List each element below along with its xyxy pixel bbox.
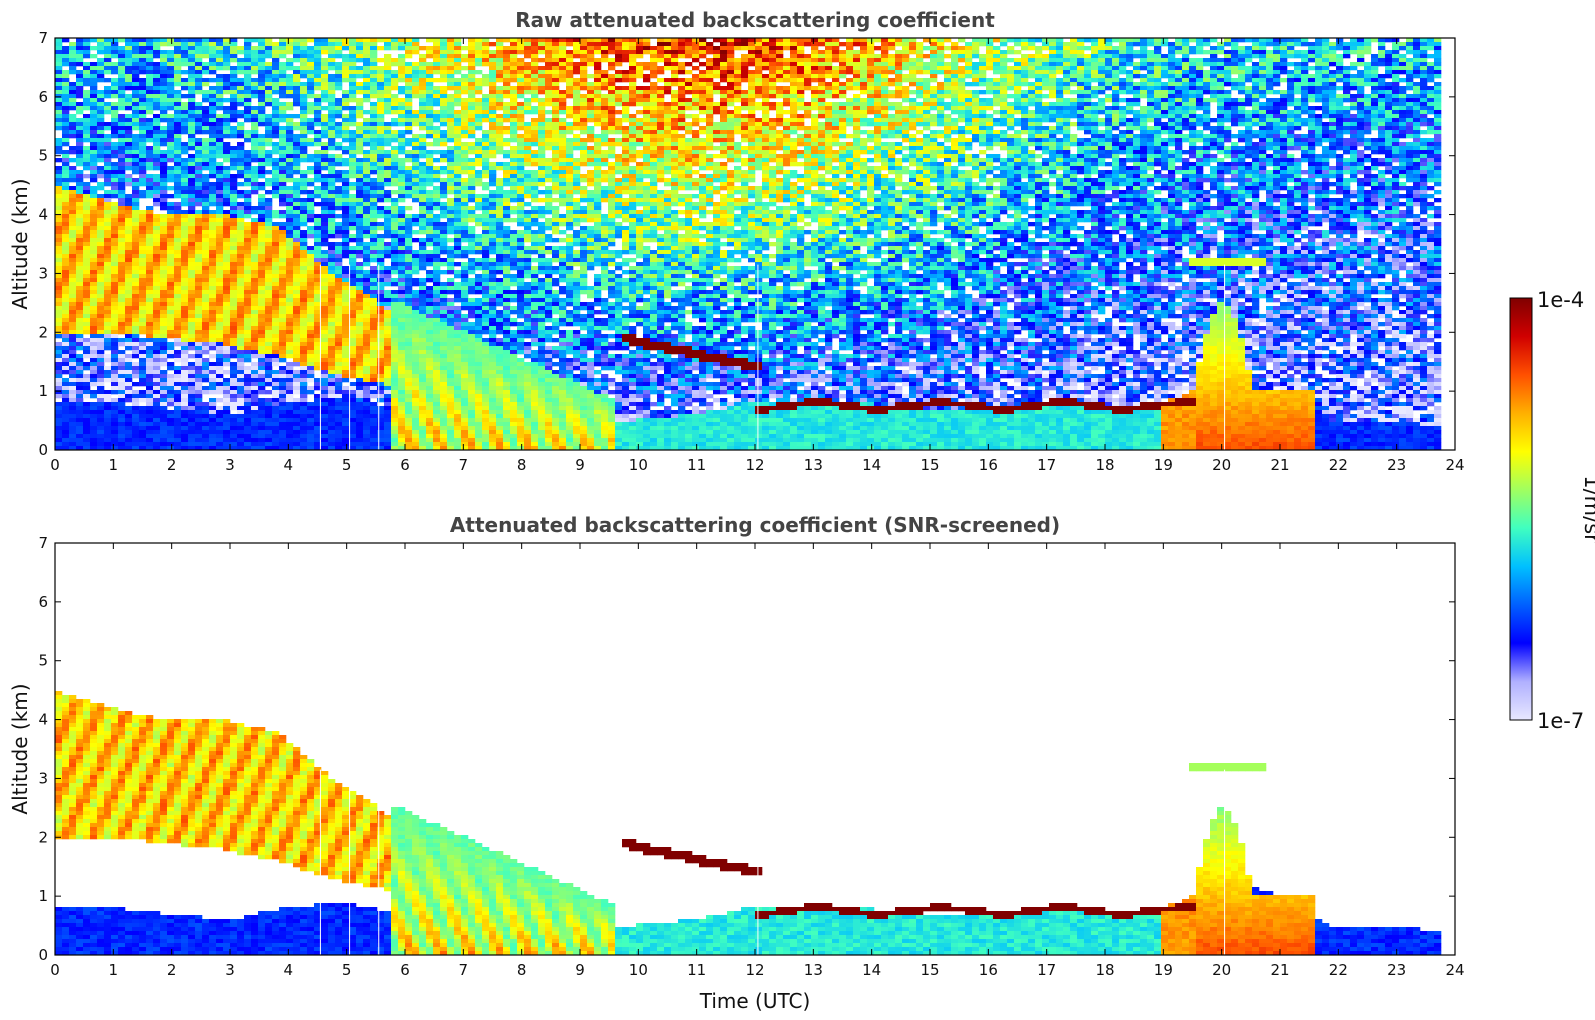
- x-tick-label: 7: [459, 961, 469, 979]
- x-tick-label: 18: [1095, 961, 1114, 979]
- y-tick-label: 1: [38, 887, 48, 905]
- x-tick-label: 10: [629, 456, 648, 474]
- x-tick-label: 11: [687, 456, 706, 474]
- x-tick-label: 24: [1445, 456, 1464, 474]
- y-tick-label: 2: [38, 323, 48, 341]
- x-tick-label: 20: [1212, 456, 1231, 474]
- raw-panel-title: Raw attenuated backscattering coefficien…: [515, 8, 995, 32]
- screened-heatmap: [55, 691, 1441, 955]
- x-tick-label: 20: [1212, 961, 1231, 979]
- y-tick-label: 4: [38, 206, 48, 224]
- x-tick-label: 11: [687, 961, 706, 979]
- x-tick-label: 7: [459, 456, 469, 474]
- x-tick-label: 12: [745, 961, 764, 979]
- y-tick-label: 1: [38, 382, 48, 400]
- y-tick-label: 3: [38, 769, 48, 787]
- screened-panel-title: Attenuated backscattering coefficient (S…: [450, 513, 1060, 537]
- x-tick-label: 6: [400, 456, 410, 474]
- y-tick-label: 7: [38, 534, 48, 552]
- x-tick-label: 24: [1445, 961, 1464, 979]
- x-tick-label: 23: [1387, 961, 1406, 979]
- screened-panel: Attenuated backscattering coefficient (S…: [8, 513, 1465, 1013]
- colorbar-unit-label: 1/m/sr: [1580, 475, 1595, 543]
- y-tick-label: 0: [38, 946, 48, 964]
- raw-heatmap: [55, 38, 1441, 450]
- y-tick-label: 3: [38, 264, 48, 282]
- colorbar: 1e-4 1e-7 1/m/sr: [1510, 288, 1595, 733]
- x-tick-label: 9: [575, 456, 585, 474]
- x-tick-label: 22: [1329, 456, 1348, 474]
- x-tick-label: 3: [225, 961, 235, 979]
- x-tick-label: 21: [1270, 961, 1289, 979]
- x-tick-label: 9: [575, 961, 585, 979]
- x-tick-label: 19: [1154, 456, 1173, 474]
- x-tick-label: 5: [342, 961, 352, 979]
- y-tick-label: 7: [38, 29, 48, 47]
- y-tick-label: 6: [38, 88, 48, 106]
- x-tick-label: 13: [804, 456, 823, 474]
- x-tick-label: 22: [1329, 961, 1348, 979]
- x-tick-label: 2: [167, 456, 177, 474]
- x-tick-label: 2: [167, 961, 177, 979]
- raw-panel: Raw attenuated backscattering coefficien…: [8, 8, 1465, 474]
- y-tick-label: 6: [38, 593, 48, 611]
- x-axis-label: Time (UTC): [699, 989, 811, 1013]
- x-tick-label: 5: [342, 456, 352, 474]
- x-tick-label: 17: [1037, 961, 1056, 979]
- x-tick-label: 15: [920, 456, 939, 474]
- x-tick-label: 16: [979, 961, 998, 979]
- raw-y-axis-label: Altitude (km): [8, 178, 32, 309]
- x-tick-label: 13: [804, 961, 823, 979]
- x-tick-label: 6: [400, 961, 410, 979]
- x-tick-label: 15: [920, 961, 939, 979]
- x-tick-label: 10: [629, 961, 648, 979]
- figure: Raw attenuated backscattering coefficien…: [0, 0, 1595, 1020]
- y-tick-label: 5: [38, 147, 48, 165]
- colorbar-min-label: 1e-7: [1537, 709, 1584, 733]
- x-tick-label: 1: [109, 456, 119, 474]
- x-tick-label: 3: [225, 456, 235, 474]
- x-tick-label: 0: [50, 456, 60, 474]
- y-tick-label: 0: [38, 441, 48, 459]
- x-tick-label: 1: [109, 961, 119, 979]
- y-tick-label: 2: [38, 828, 48, 846]
- x-tick-label: 16: [979, 456, 998, 474]
- screened-y-axis-label: Altitude (km): [8, 683, 32, 814]
- colorbar-gradient: [1510, 298, 1532, 720]
- x-tick-label: 0: [50, 961, 60, 979]
- colorbar-max-label: 1e-4: [1537, 288, 1584, 312]
- x-tick-label: 8: [517, 961, 527, 979]
- y-tick-label: 4: [38, 711, 48, 729]
- x-tick-label: 14: [862, 456, 881, 474]
- x-tick-label: 18: [1095, 456, 1114, 474]
- x-tick-label: 17: [1037, 456, 1056, 474]
- x-tick-label: 12: [745, 456, 764, 474]
- x-tick-label: 21: [1270, 456, 1289, 474]
- x-tick-label: 23: [1387, 456, 1406, 474]
- x-tick-label: 8: [517, 456, 527, 474]
- x-tick-label: 4: [284, 961, 294, 979]
- y-tick-label: 5: [38, 652, 48, 670]
- x-tick-label: 4: [284, 456, 294, 474]
- x-tick-label: 19: [1154, 961, 1173, 979]
- x-tick-label: 14: [862, 961, 881, 979]
